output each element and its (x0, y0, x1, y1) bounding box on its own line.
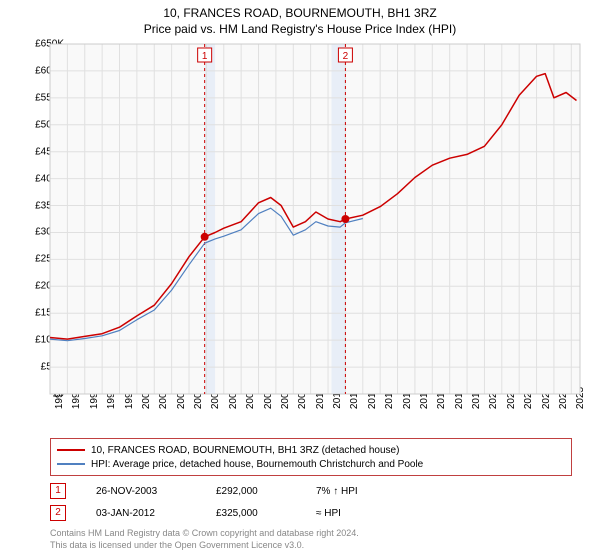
event-rows: 1 26-NOV-2003 £292,000 7% ↑ HPI 2 03-JAN… (50, 480, 406, 524)
svg-text:2: 2 (343, 51, 349, 62)
event-row-1: 1 26-NOV-2003 £292,000 7% ↑ HPI (50, 480, 406, 502)
event-date-2: 03-JAN-2012 (96, 508, 186, 519)
event-date-1: 26-NOV-2003 (96, 486, 186, 497)
event-price-2: £325,000 (216, 508, 286, 519)
title-block: 10, FRANCES ROAD, BOURNEMOUTH, BH1 3RZ P… (0, 0, 600, 36)
title-address: 10, FRANCES ROAD, BOURNEMOUTH, BH1 3RZ (0, 6, 600, 20)
legend-swatch-1 (57, 449, 85, 451)
event-marker-1: 1 (50, 483, 66, 499)
event-hpi-2: ≈ HPI (316, 508, 406, 519)
legend-item-1: 10, FRANCES ROAD, BOURNEMOUTH, BH1 3RZ (… (57, 443, 565, 457)
title-subtitle: Price paid vs. HM Land Registry's House … (0, 22, 600, 36)
legend-item-2: HPI: Average price, detached house, Bour… (57, 457, 565, 471)
legend-box: 10, FRANCES ROAD, BOURNEMOUTH, BH1 3RZ (… (50, 438, 572, 476)
event-row-2: 2 03-JAN-2012 £325,000 ≈ HPI (50, 502, 406, 524)
footer: Contains HM Land Registry data © Crown c… (50, 528, 359, 551)
chart-plot-area: 12 (50, 44, 580, 394)
footer-line1: Contains HM Land Registry data © Crown c… (50, 528, 359, 540)
event-marker-2: 2 (50, 505, 66, 521)
legend-label-1: 10, FRANCES ROAD, BOURNEMOUTH, BH1 3RZ (… (91, 445, 399, 456)
event-hpi-1: 7% ↑ HPI (316, 486, 406, 497)
legend-swatch-2 (57, 463, 85, 465)
chart-svg: 12 (50, 44, 580, 394)
footer-line2: This data is licensed under the Open Gov… (50, 540, 359, 552)
chart-container: 10, FRANCES ROAD, BOURNEMOUTH, BH1 3RZ P… (0, 0, 600, 560)
event-price-1: £292,000 (216, 486, 286, 497)
svg-text:1: 1 (202, 51, 208, 62)
legend-label-2: HPI: Average price, detached house, Bour… (91, 459, 423, 470)
